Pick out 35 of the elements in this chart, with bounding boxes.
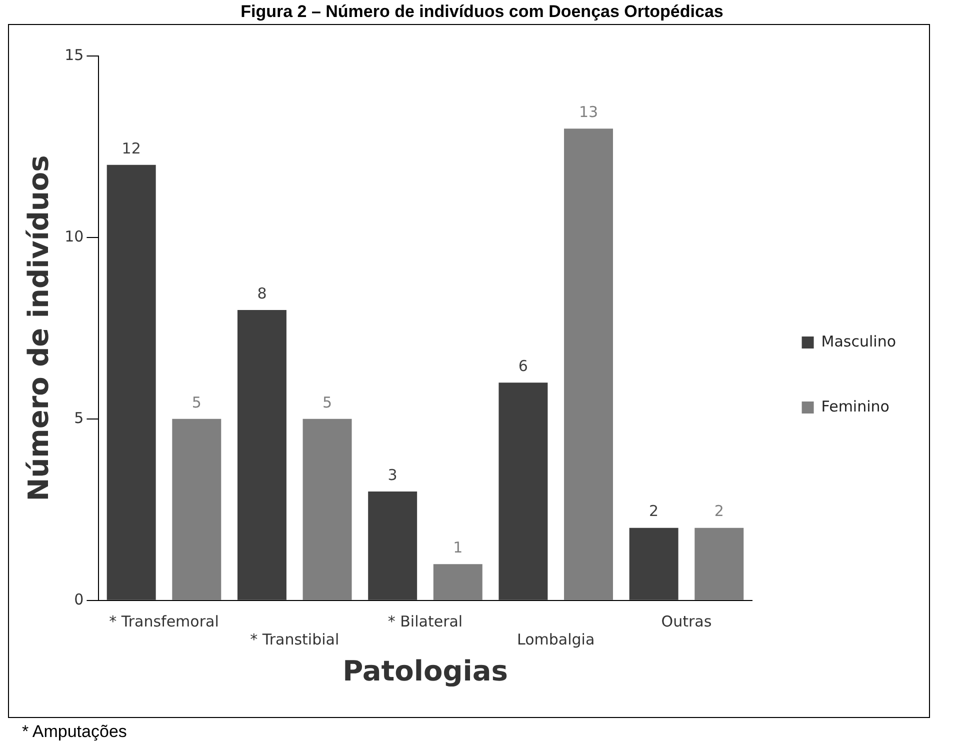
data-label: 12: [122, 139, 141, 158]
data-label: 6: [518, 357, 528, 376]
data-label: 2: [714, 502, 724, 520]
x-tick-label: Outras: [661, 612, 712, 630]
data-label: 13: [578, 102, 598, 121]
bar: [694, 528, 744, 600]
data-label: 2: [649, 502, 659, 520]
x-tick-label: Lombalgia: [517, 630, 595, 648]
y-tick-label: 10: [64, 227, 84, 246]
bar: [106, 164, 156, 600]
bar: [433, 564, 482, 600]
bar: [498, 382, 548, 600]
x-tick-label: * Transfemoral: [109, 612, 219, 630]
x-tick-label: * Transtibial: [250, 630, 340, 648]
chart-title: Figura 2 – Número de indivíduos com Doenças Ortopédicas: [240, 2, 724, 22]
x-axis-title: Patologias: [342, 654, 508, 688]
bar: [368, 492, 418, 600]
bar: [172, 418, 222, 600]
data-label: 3: [388, 466, 398, 484]
y-tick-label: 0: [74, 590, 84, 608]
data-label: 5: [192, 393, 202, 412]
y-tick-label: 5: [74, 408, 84, 427]
y-axis-title: Número de indivíduos: [22, 155, 56, 502]
bar: [302, 418, 352, 600]
data-label: 5: [322, 393, 332, 412]
data-label: 1: [453, 538, 463, 556]
x-tick-label: * Bilateral: [388, 612, 463, 630]
text: * Amputações: [22, 722, 127, 742]
data-label: 8: [257, 284, 267, 302]
bar: [237, 310, 286, 600]
legend-label: Masculino: [821, 332, 896, 350]
bar: [629, 528, 678, 600]
bar: [564, 128, 613, 600]
legend-label: Feminino: [821, 397, 890, 416]
y-tick-label: 15: [64, 46, 84, 64]
